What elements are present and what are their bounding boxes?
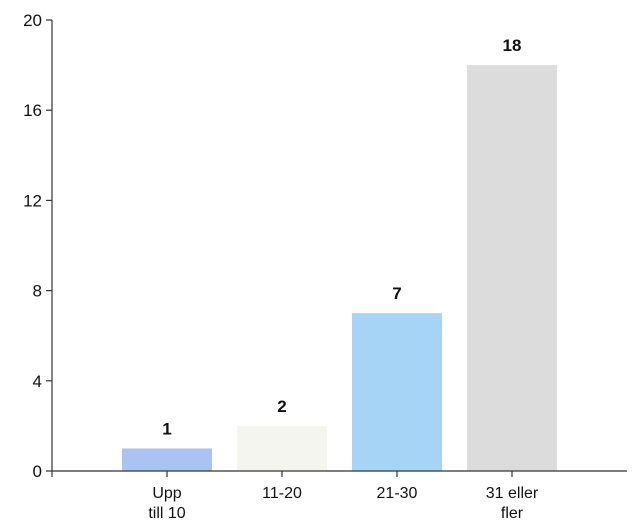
- axes-layer: [46, 19, 627, 477]
- category-label-0-line-1: till 10: [148, 505, 185, 522]
- category-label-2: 21-30: [377, 485, 418, 502]
- y-tick-label-3: 12: [23, 191, 42, 210]
- y-tick-label-4: 16: [23, 101, 42, 120]
- data-label-1: 2: [277, 397, 286, 416]
- y-tick-label-5: 20: [23, 11, 42, 30]
- bar-0: [122, 448, 212, 471]
- category-label-3-line-1: fler: [501, 505, 524, 522]
- category-label-1-line-0: 11-20: [262, 485, 302, 502]
- category-label-3-line-0: 31 eller: [486, 485, 539, 502]
- bar-3: [467, 65, 557, 471]
- data-label-3: 18: [503, 36, 522, 55]
- category-label-0-line-0: Upp: [152, 485, 181, 502]
- y-tick-label-0: 0: [33, 462, 42, 481]
- data-label-2: 7: [392, 284, 401, 303]
- y-tick-label-1: 4: [33, 372, 42, 391]
- category-label-1: 11-20: [262, 485, 302, 502]
- y-tick-label-2: 8: [33, 282, 42, 301]
- category-label-3: 31 eller fler: [486, 485, 539, 522]
- category-label-0: Upp till 10: [148, 485, 185, 522]
- bars-layer: [122, 65, 557, 471]
- data-label-0: 1: [162, 419, 171, 438]
- bar-2: [352, 313, 442, 471]
- category-label-2-line-0: 21-30: [377, 485, 418, 502]
- bar-1: [237, 425, 327, 471]
